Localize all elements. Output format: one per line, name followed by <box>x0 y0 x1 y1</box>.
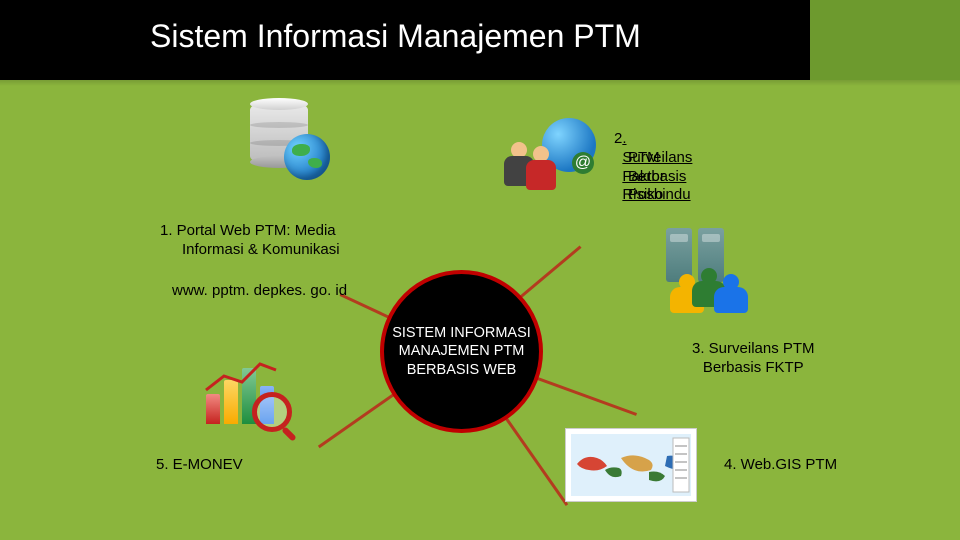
node5-line1: 5. E-MONEV <box>156 456 243 473</box>
map-indonesia-icon <box>565 428 697 502</box>
node3-label: 3. Surveilans PTM Berbasis FKTP <box>692 340 815 378</box>
hub-circle: SISTEM INFORMASI MANAJEMEN PTM BERBASIS … <box>380 270 543 433</box>
servers-users-icon <box>650 228 760 318</box>
database-globe-icon <box>242 96 332 186</box>
node5-label: 5. E-MONEV <box>156 456 243 475</box>
node3-line2: Berbasis FKTP <box>703 359 804 376</box>
node4-label: 4. Web.GIS PTM <box>724 456 837 475</box>
node1-sublabel: www. pptm. depkes. go. id <box>172 282 347 301</box>
slide-title: Sistem Informasi Manajemen PTM <box>150 18 641 55</box>
node3-line1: 3. Surveilans PTM <box>692 340 815 357</box>
hub-text: SISTEM INFORMASI MANAJEMEN PTM BERBASIS … <box>384 324 539 378</box>
node2-line2-u: PTM Berbasis Posbindu <box>614 149 662 189</box>
title-accent <box>810 0 960 80</box>
node2-label: 2. Surveilans Faktor Risiko PTM Berbasis… <box>614 130 622 149</box>
node1-label: 1. Portal Web PTM: Media Informasi & Kom… <box>160 222 340 260</box>
node1-line2: Informasi & Komunikasi <box>160 241 340 258</box>
title-shadow <box>0 80 960 86</box>
people-globe-icon <box>500 118 600 198</box>
slide: Sistem Informasi Manajemen PTM SISTEM IN… <box>0 0 960 540</box>
chart-magnifier-icon <box>200 350 290 430</box>
node1-url: www. pptm. depkes. go. id <box>172 282 347 299</box>
node1-line1: 1. Portal Web PTM: Media <box>160 222 336 239</box>
node4-line1: 4. Web.GIS PTM <box>724 456 837 473</box>
